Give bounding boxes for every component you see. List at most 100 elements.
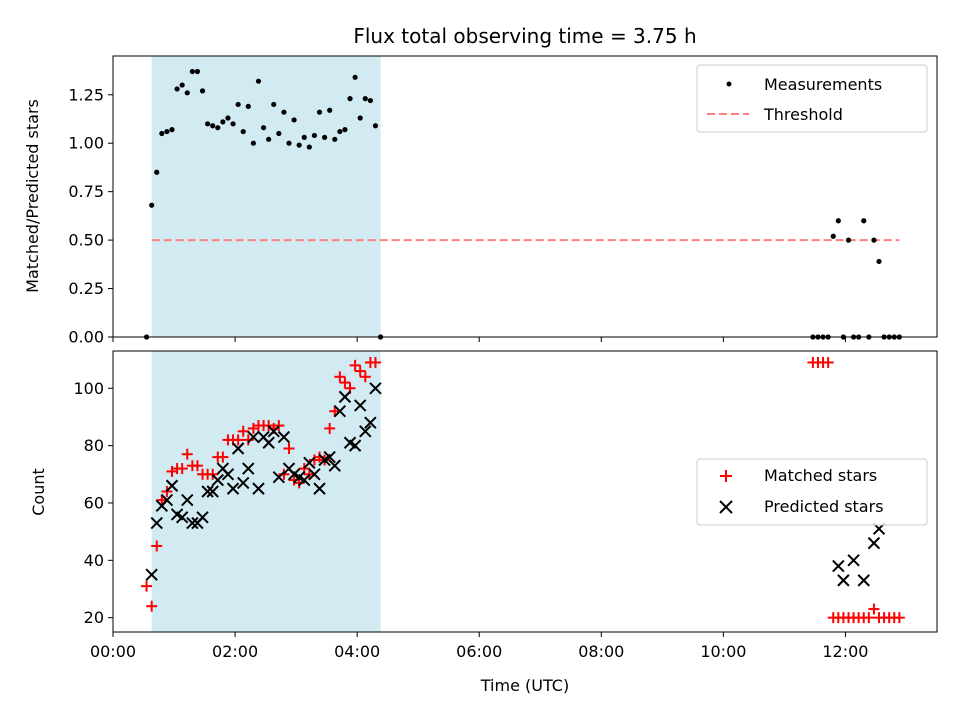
predicted-star-point: [252, 482, 265, 495]
measurement-point: [271, 101, 277, 108]
measurement-point: [179, 82, 185, 88]
predicted-star-point: [847, 554, 860, 567]
bottom-x-axis-label: Time (UTC): [480, 676, 569, 695]
predicted-star-point: [201, 485, 214, 498]
predicted-star-point: [353, 399, 367, 412]
predicted-star-point: [242, 462, 255, 475]
matched-star-point: [893, 612, 905, 624]
predicted-star-point: [150, 516, 163, 530]
legend-predicted-marker: [719, 500, 733, 514]
measurement-point: [296, 142, 302, 148]
matched-star-point: [146, 600, 158, 612]
predicted-star-point: [313, 482, 326, 495]
measurement-point: [240, 128, 246, 135]
measurement-point: [352, 74, 358, 80]
measurement-point: [830, 233, 836, 239]
measurement-point: [245, 103, 251, 109]
counts-panel: 20 40 60 80 100 00:00 02:00 04:00 06:00 08:00 10:…: [29, 350, 938, 695]
measurement-point: [199, 88, 206, 94]
top-x-ticks: [112, 337, 846, 342]
predicted-star-point: [231, 442, 245, 455]
measurement-point: [301, 134, 307, 140]
predicted-star-point: [196, 511, 209, 524]
predicted-star-point: [348, 439, 362, 452]
predicted-star-point: [165, 479, 179, 492]
top-y-axis-label: Matched/Predicted stars: [23, 99, 42, 293]
measurement-point: [169, 127, 175, 133]
predicted-star-point: [226, 482, 240, 495]
measurement-point: [184, 90, 190, 96]
matched-star-point: [863, 612, 875, 624]
measurement-point: [332, 136, 338, 142]
measurement-point: [250, 140, 256, 146]
measurement-point: [342, 127, 348, 133]
predicted-star-point: [181, 493, 194, 507]
bottom-x-tick-label: 06:00: [456, 642, 502, 661]
predicted-star-point: [328, 459, 341, 472]
measurement-point: [306, 144, 312, 150]
measurement-point: [871, 237, 877, 243]
observing-span-rect: [151, 56, 381, 337]
matched-star-point: [232, 434, 244, 446]
observing-span-bottom: [151, 351, 381, 632]
predicted-star-point: [160, 493, 174, 507]
measurement-point: [372, 123, 379, 129]
legend-matched-marker: [720, 470, 732, 482]
count-points: [141, 356, 905, 624]
measurement-point: [149, 202, 155, 208]
predicted-star-point: [867, 536, 881, 550]
measurement-point: [291, 117, 297, 123]
legend-measurements-marker: [726, 81, 732, 87]
measurement-point: [174, 86, 180, 92]
bottom-y-tick-label: 20: [84, 608, 104, 627]
measurement-point: [194, 68, 201, 75]
matched-star-point: [283, 442, 295, 454]
measurement-point: [337, 128, 343, 135]
measurement-point: [210, 123, 216, 129]
legend-threshold-label: Threshold: [763, 105, 843, 124]
measurement-point: [276, 130, 282, 137]
predicted-star-point: [277, 430, 291, 444]
top-y-tick-label: 0.50: [68, 231, 104, 250]
chart-title: Flux total observing time = 3.75 h: [353, 24, 696, 48]
matched-star-point: [324, 422, 336, 434]
measurement-point: [286, 140, 292, 146]
measurement-point: [260, 125, 267, 131]
bottom-x-ticks: 00:00 02:00 04:00 06:00 08:00 10:00 12:00: [90, 632, 868, 661]
top-y-tick-label: 0.00: [68, 328, 104, 347]
measurement-point: [266, 136, 272, 142]
observing-span-rect: [151, 351, 381, 632]
matched-star-point: [237, 425, 249, 437]
predicted-star-point: [303, 456, 316, 470]
measurement-point: [876, 258, 882, 265]
measurement-point: [321, 134, 328, 140]
matched-star-point: [339, 377, 351, 389]
measurement-point: [845, 237, 852, 243]
predicted-star-point: [206, 485, 219, 498]
measurement-point: [281, 109, 287, 115]
bottom-x-tick-label: 12:00: [822, 642, 868, 661]
bottom-x-tick-label: 00:00: [90, 642, 136, 661]
measurement-point: [316, 109, 323, 115]
legend-matched-label: Matched stars: [764, 466, 877, 485]
matched-star-point: [151, 540, 163, 552]
matched-star-point: [176, 463, 188, 475]
measurement-point: [159, 130, 165, 137]
predicted-star-point: [262, 436, 275, 449]
measurement-point: [357, 115, 363, 121]
measurement-point: [154, 169, 160, 175]
measurement-point: [835, 218, 841, 224]
matched-star-point: [822, 356, 834, 368]
legend-predicted-label: Predicted stars: [764, 497, 884, 516]
measurement-point: [367, 97, 373, 104]
bottom-y-tick-label: 60: [84, 493, 104, 512]
measurement-point: [362, 96, 368, 102]
predicted-star-point: [237, 476, 250, 490]
measurement-point: [215, 125, 221, 131]
predicted-star-point: [369, 382, 382, 395]
measurement-point: [311, 132, 318, 139]
predicted-star-point: [364, 416, 377, 429]
measurement-point: [230, 121, 236, 127]
predicted-star-point: [359, 425, 372, 438]
